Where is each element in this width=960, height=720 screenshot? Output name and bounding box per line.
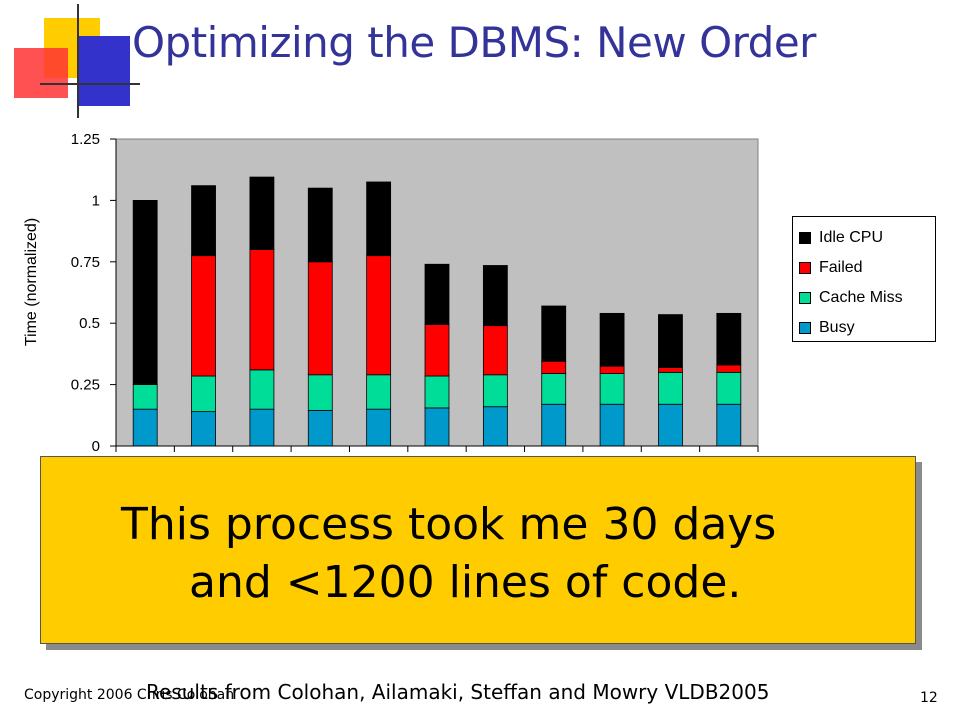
bar-segment-cache-miss xyxy=(716,371,742,405)
legend-swatch-busy xyxy=(799,322,811,334)
bar-segment-failed xyxy=(599,365,625,374)
bar-segment-failed xyxy=(307,261,333,376)
bar-segment-busy xyxy=(424,407,450,447)
bar-segment-failed xyxy=(482,325,508,376)
bar-segment-idle-cpu xyxy=(132,199,158,385)
bar-segment-busy xyxy=(541,403,567,447)
legend-item-busy: Busy xyxy=(799,313,935,343)
bar-segment-cache-miss xyxy=(658,371,683,405)
bar-segment-failed xyxy=(366,255,392,376)
bar-segment-cache-miss xyxy=(599,373,625,405)
slide-title: Optimizing the DBMS: New Order xyxy=(132,18,816,67)
bar-segment-idle-cpu xyxy=(191,185,216,257)
bar-segment-cache-miss xyxy=(191,375,216,413)
footer-copyright: Copyright 2006 Chris Colohan xyxy=(24,687,235,703)
legend-swatch-cache-miss xyxy=(799,292,811,304)
bar-segment-busy xyxy=(132,408,158,447)
legend-item-idle-cpu: Idle CPU xyxy=(799,223,935,253)
bar-segment-failed xyxy=(191,255,216,377)
callout-box: This process took me 30 days and <1200 l… xyxy=(40,456,916,644)
bar-segment-failed xyxy=(658,367,683,373)
bar-segment-failed xyxy=(424,324,450,377)
footer-credit: Results from Colohan, Ailamaki, Steffan … xyxy=(146,680,770,704)
y-tick-label: 0.25 xyxy=(71,377,100,394)
bar-segment-failed xyxy=(249,249,275,371)
bar-segment-busy xyxy=(307,409,333,447)
legend-label-idle-cpu: Idle CPU xyxy=(819,229,884,246)
bar-segment-failed xyxy=(716,364,742,373)
bar-segment-idle-cpu xyxy=(482,265,508,327)
bar-segment-cache-miss xyxy=(424,375,450,409)
bar-segment-busy xyxy=(482,406,508,447)
bar-segment-cache-miss xyxy=(366,374,392,410)
legend-swatch-idle-cpu xyxy=(799,232,811,244)
bar-segment-idle-cpu xyxy=(716,312,742,366)
bar-segment-idle-cpu xyxy=(307,187,333,263)
y-tick-label: 0.75 xyxy=(71,254,100,271)
bar-segment-busy xyxy=(658,403,683,447)
bar-segment-idle-cpu xyxy=(249,176,275,250)
chart-legend: Idle CPU Failed Cache Miss Busy xyxy=(792,216,936,342)
bar-segment-idle-cpu xyxy=(599,312,625,367)
callout-text-line-2: and <1200 lines of code. xyxy=(189,557,742,608)
legend-item-cache-miss: Cache Miss xyxy=(799,283,935,313)
legend-swatch-failed xyxy=(799,262,811,274)
legend-label-cache-miss: Cache Miss xyxy=(819,289,903,306)
bar-segment-cache-miss xyxy=(249,369,275,410)
callout-text-line-1: This process took me 30 days xyxy=(121,499,777,550)
logo-blue-square xyxy=(78,36,130,106)
bar-segment-cache-miss xyxy=(132,384,158,410)
bar-segment-idle-cpu xyxy=(366,181,392,257)
bar-segment-cache-miss xyxy=(541,373,567,405)
y-tick-label: 1 xyxy=(92,192,100,209)
y-axis: 0 0.25 0.5 0.75 1 1.25 xyxy=(71,131,759,455)
y-tick-label: 1.25 xyxy=(71,131,100,148)
bars-group xyxy=(132,176,742,447)
y-tick-label: 0.5 xyxy=(79,315,100,332)
bar-segment-busy xyxy=(716,403,742,447)
logo-red-square xyxy=(14,48,68,98)
bar-segment-busy xyxy=(366,408,392,447)
page-number: 12 xyxy=(920,690,938,706)
bar-segment-cache-miss xyxy=(482,374,508,408)
bar-segment-idle-cpu xyxy=(424,263,450,325)
bar-segment-busy xyxy=(599,403,625,447)
legend-label-busy: Busy xyxy=(819,319,855,336)
y-tick-label: 0 xyxy=(92,438,100,455)
legend-item-failed: Failed xyxy=(799,253,935,283)
bar-segment-idle-cpu xyxy=(541,305,567,362)
legend-label-failed: Failed xyxy=(819,259,863,276)
y-axis-title: Time (normalized) xyxy=(23,218,40,346)
bar-segment-idle-cpu xyxy=(658,314,683,368)
slide-logo xyxy=(14,4,140,118)
bar-segment-cache-miss xyxy=(307,374,333,411)
bar-segment-busy xyxy=(249,408,275,447)
bar-segment-busy xyxy=(191,411,216,447)
bar-segment-failed xyxy=(541,360,567,374)
